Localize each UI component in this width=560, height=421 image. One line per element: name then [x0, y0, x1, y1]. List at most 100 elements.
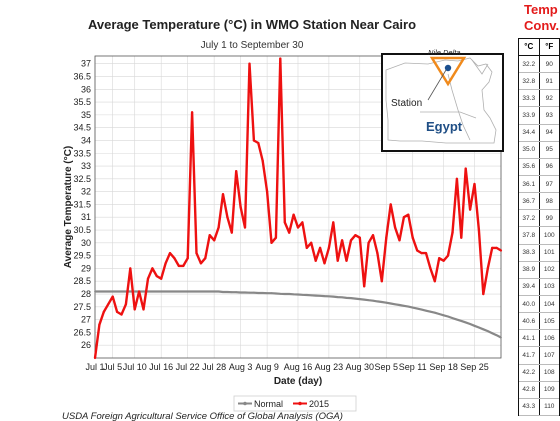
data-point-2015	[155, 275, 158, 278]
data-point-normal	[403, 304, 405, 307]
data-point-normal	[491, 332, 494, 335]
conversion-row: 33.9 93	[519, 107, 559, 125]
data-point-2015	[296, 226, 300, 229]
data-point-2015	[332, 221, 335, 224]
data-point-normal	[164, 290, 167, 293]
data-point-2015	[371, 234, 375, 237]
data-point-2015	[116, 310, 119, 313]
y-tick-label: 32.5	[73, 174, 91, 184]
plot-frame	[94, 55, 502, 359]
data-point-normal	[200, 290, 202, 293]
data-point-normal	[486, 330, 489, 332]
data-point-2015	[274, 236, 277, 239]
x-tick-label: Aug 30	[346, 362, 375, 372]
x-tick-label: Sep 25	[460, 362, 489, 372]
data-point-2015	[98, 323, 101, 326]
data-point-2015	[235, 170, 238, 173]
data-point-normal	[328, 295, 330, 298]
data-point-normal	[438, 313, 441, 315]
data-point-2015	[429, 267, 432, 270]
data-point-normal	[239, 291, 242, 294]
conversion-celsius-cell: 37.2	[519, 210, 540, 227]
data-point-2015	[261, 159, 264, 162]
data-point-normal	[456, 318, 458, 321]
conversion-row: 43.3 110	[519, 398, 559, 416]
data-point-2015	[363, 285, 366, 288]
x-tick-label: Sep 11	[399, 362, 427, 372]
conversion-fahrenheit-cell: 95	[545, 146, 553, 154]
conversion-fahrenheit-cell: 101	[543, 249, 555, 257]
data-point-2015	[367, 241, 370, 244]
data-point-2015	[270, 241, 273, 244]
data-point-normal	[235, 291, 238, 294]
data-point-2015	[446, 254, 450, 257]
data-point-2015	[407, 213, 410, 216]
data-point-2015	[124, 303, 127, 306]
data-point-normal	[253, 291, 255, 294]
conversion-celsius-cell: 43.3	[519, 398, 540, 415]
data-point-2015	[102, 310, 105, 313]
x-tick-label: Aug 16	[284, 362, 313, 372]
data-point-normal	[288, 293, 291, 295]
data-point-normal	[275, 292, 277, 295]
data-point-2015	[486, 267, 489, 270]
data-point-normal	[469, 323, 471, 325]
data-point-normal	[297, 293, 299, 296]
data-point-2015	[491, 246, 494, 249]
data-point-normal	[429, 310, 432, 313]
data-point-2015	[226, 216, 229, 219]
data-point-2015	[168, 252, 172, 255]
data-point-2015	[402, 216, 405, 219]
data-point-2015	[151, 267, 154, 270]
y-tick-label: 27.5	[73, 302, 91, 312]
conversion-row: 40.0 104	[519, 295, 559, 314]
series-layer	[93, 57, 503, 360]
data-point-normal	[389, 302, 392, 305]
data-point-normal	[191, 290, 194, 293]
data-point-normal	[270, 292, 273, 295]
data-point-2015	[213, 239, 216, 242]
x-tick-label: Sep 18	[429, 362, 458, 372]
data-point-normal	[116, 290, 118, 293]
temperature-conversion-panel: Temp Conv. °C °F 32.2 90 32.8 91 33.3 92 33.9 9…	[512, 0, 560, 421]
station-label: Station	[391, 98, 422, 109]
conversion-rows: 32.2 90 32.8 91 33.3 92 33.9 93 34.4 94 35.0 95 35.6…	[519, 56, 559, 416]
data-point-normal	[407, 305, 410, 308]
x-tick-label: Jul 1	[85, 362, 104, 372]
y-tick-label: 28.5	[73, 276, 91, 286]
conversion-celsius-cell: 33.3	[519, 90, 540, 107]
conversion-row: 38.9 102	[519, 261, 559, 279]
data-point-normal	[133, 290, 136, 293]
data-point-2015	[451, 231, 454, 234]
conversion-table: °C °F 32.2 90 32.8 91 33.3 92 33.9 93 34.4 94 35.0…	[518, 38, 560, 416]
conversion-row: 39.4 103	[519, 278, 559, 296]
data-point-normal	[217, 290, 220, 293]
data-point-2015	[129, 267, 132, 270]
data-point-2015	[442, 259, 445, 262]
conversion-fahrenheit-cell: 91	[545, 77, 553, 85]
data-point-2015	[107, 303, 110, 306]
data-point-2015	[416, 249, 419, 252]
conversion-row: 37.8 100	[519, 227, 559, 245]
conversion-fahrenheit-cell: 110	[544, 403, 555, 411]
conversion-row: 42.8 109	[519, 381, 559, 399]
map-outline	[385, 57, 497, 144]
data-point-normal	[394, 303, 396, 306]
y-tick-label: 29.5	[73, 251, 91, 261]
conversion-celsius-cell: 41.7	[519, 347, 540, 364]
data-point-normal	[447, 315, 449, 318]
conversion-row: 36.7 98	[519, 193, 559, 211]
y-tick-label: 35	[81, 110, 91, 120]
data-point-2015	[495, 246, 498, 249]
inset-map-frame	[381, 53, 504, 152]
data-point-2015	[120, 313, 123, 316]
data-point-normal	[94, 290, 96, 293]
data-point-normal	[473, 324, 476, 327]
conversion-fahrenheit-cell: 105	[543, 317, 555, 325]
data-point-2015	[349, 239, 353, 242]
data-point-2015	[292, 213, 295, 216]
conversion-celsius-cell: 34.4	[519, 124, 540, 141]
data-point-2015	[195, 252, 198, 255]
data-point-2015	[283, 221, 286, 224]
